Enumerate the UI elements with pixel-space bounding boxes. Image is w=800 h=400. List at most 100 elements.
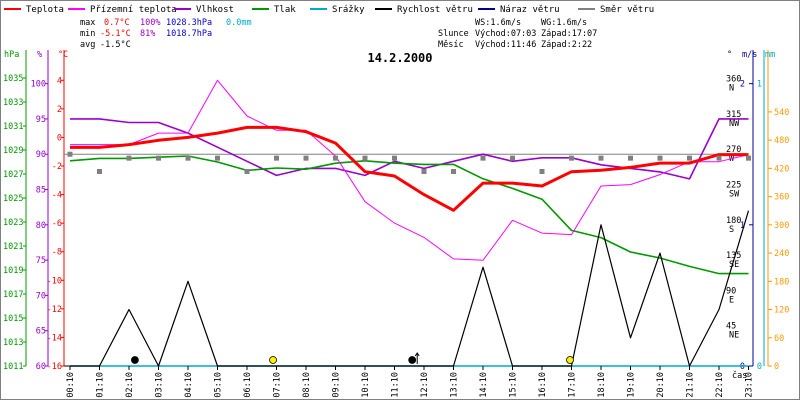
sun-label-0: 0 xyxy=(774,362,779,372)
x-tick-label-20: 20:10 xyxy=(656,372,666,398)
wind-dir-value-0: 45 xyxy=(726,322,736,332)
pressure-axis-label-6: 1023 xyxy=(3,218,23,228)
legend-label-1: Přízemní teplota xyxy=(90,5,177,15)
sun-set: Západ:17:07 xyxy=(541,29,597,39)
wind-dir-value-3: 180 xyxy=(726,216,741,226)
sun-label: Slunce xyxy=(438,29,469,39)
wind-dir-point-7 xyxy=(274,155,279,161)
legend-label-7: Směr větru xyxy=(600,5,654,15)
x-tick-label-19: 19:10 xyxy=(627,372,637,398)
x-tick-label-16: 16:10 xyxy=(538,372,548,398)
unit-celsius: °C xyxy=(58,50,68,60)
marker-moonrise-arrowhead xyxy=(414,352,420,357)
wind-dir-label-0: NE xyxy=(729,331,739,341)
pressure-axis-label-3: 1017 xyxy=(3,290,23,300)
temperature-axis-label-2: -12 xyxy=(47,305,62,315)
rain-label-0: 0 xyxy=(757,362,762,372)
temperature-axis-label-3: -10 xyxy=(47,276,62,286)
stats-min-temp: -5.1°C xyxy=(100,29,131,39)
pressure-axis-label-5: 1021 xyxy=(3,242,23,252)
wind-dir-point-16 xyxy=(539,168,545,174)
series-rychlost-vetru xyxy=(70,210,750,367)
x-tick-label-1: 01:10 xyxy=(96,372,106,398)
astro-block: WS:1.6m/s WG:1.6m/s Slunce Východ:07:03 … xyxy=(438,18,597,50)
temperature-axis-label-7: -2 xyxy=(52,162,62,172)
moon-rise: Východ:11:46 xyxy=(475,40,536,50)
wind-dir-point-1 xyxy=(97,168,102,174)
pressure-axis-label-9: 1029 xyxy=(3,146,23,156)
wind-dir-point-19 xyxy=(628,155,633,161)
stats-min-label: min xyxy=(80,29,95,39)
sun-label-7: 420 xyxy=(774,164,789,174)
x-tick-label-8: 08:10 xyxy=(302,372,312,398)
stats-block: max 0.7°C 100% 1028.3hPa 0.0mm min -5.1°… xyxy=(80,18,252,50)
x-tick-label-2: 02:10 xyxy=(125,372,135,398)
wind-dir-value-2: 135 xyxy=(726,251,741,261)
wind-dir-point-13 xyxy=(451,168,456,174)
temperature-axis-label-0: -16 xyxy=(47,362,62,372)
x-tick-label-14: 14:10 xyxy=(479,372,489,398)
pressure-axis-label-12: 1035 xyxy=(3,74,23,84)
series-tlak xyxy=(69,155,749,275)
sun-label-1: 60 xyxy=(774,334,784,344)
temperature-axis-label-8: 0 xyxy=(57,133,62,143)
sun-label-8: 480 xyxy=(774,136,789,146)
x-tick-label-3: 03:10 xyxy=(155,372,165,398)
pressure-axis-label-4: 1019 xyxy=(3,266,23,276)
pressure-axis-label-7: 1025 xyxy=(3,194,23,204)
humidity-axis-label-7: 95 xyxy=(36,115,46,125)
temperature-axis-label-10: 4 xyxy=(57,76,62,86)
sun-label-6: 360 xyxy=(774,193,789,203)
unit-deg: ° xyxy=(727,50,732,60)
legend-label-5: Rychlost větru xyxy=(397,5,473,15)
stats-max-label: max xyxy=(80,18,95,28)
wind-dir-value-4: 225 xyxy=(726,181,741,191)
x-tick-label-5: 05:10 xyxy=(214,372,224,398)
x-tick-label-18: 18:10 xyxy=(597,372,607,398)
temperature-axis-label-5: -6 xyxy=(52,219,62,229)
legend-label-0: Teplota xyxy=(26,5,64,15)
wind-dir-point-11 xyxy=(392,155,397,161)
wind-ws: WS:1.6m/s xyxy=(475,18,521,28)
wind-speed-label-1: 1 xyxy=(740,221,745,231)
x-tick-label-7: 07:10 xyxy=(273,372,283,398)
unit-hpa: hPa xyxy=(4,50,19,60)
stats-min-press: 1018.7hPa xyxy=(166,29,212,39)
wind-dir-point-0 xyxy=(67,151,73,157)
sun-rise: Východ:07:03 xyxy=(475,29,536,39)
stats-max-temp: 0.7°C xyxy=(104,18,130,28)
x-tick-label-9: 09:10 xyxy=(332,372,342,398)
wind-dir-point-18 xyxy=(598,155,604,161)
wind-dir-label-1: E xyxy=(729,295,734,305)
humidity-axis-label-4: 80 xyxy=(36,221,46,231)
pressure-axis-label-1: 1013 xyxy=(3,338,23,348)
wind-dir-label-2: SE xyxy=(729,260,739,270)
x-tick-label-23: 23:10 xyxy=(745,372,755,398)
pressure-axis-label-8: 1027 xyxy=(3,170,23,180)
temperature-axis-label-1: -14 xyxy=(47,333,62,343)
wind-speed-label-0: 0 xyxy=(740,362,745,372)
humidity-axis-label-0: 60 xyxy=(36,362,46,372)
x-tick-label-17: 17:10 xyxy=(568,372,578,398)
sun-label-2: 120 xyxy=(774,306,789,316)
marker-moonset xyxy=(130,356,139,364)
stats-max-rain: 0.0mm xyxy=(226,18,252,28)
series-prizemni-teplota xyxy=(70,79,749,261)
legend-label-6: Náraz větru xyxy=(500,5,560,15)
wind-speed-label-2: 2 xyxy=(740,80,745,90)
sun-label-3: 180 xyxy=(774,277,789,287)
moon-label: Měsíc xyxy=(438,40,464,50)
wind-dir-point-8 xyxy=(303,155,309,161)
moon-set: Západ:2:22 xyxy=(541,40,592,50)
marker-moonrise xyxy=(408,356,417,364)
unit-ms: m/s xyxy=(742,50,757,60)
wind-dir-label-4: SW xyxy=(729,190,740,200)
stats-min-hum: 81% xyxy=(140,29,155,39)
pressure-axis-label-10: 1031 xyxy=(3,122,23,132)
chart-title: 14.2.2000 xyxy=(367,51,432,65)
x-tick-label-13: 13:10 xyxy=(450,372,460,398)
humidity-axis-label-5: 85 xyxy=(36,186,46,196)
x-tick-label-0: 00:10 xyxy=(66,372,76,398)
wind-dir-label-7: N xyxy=(729,84,734,94)
